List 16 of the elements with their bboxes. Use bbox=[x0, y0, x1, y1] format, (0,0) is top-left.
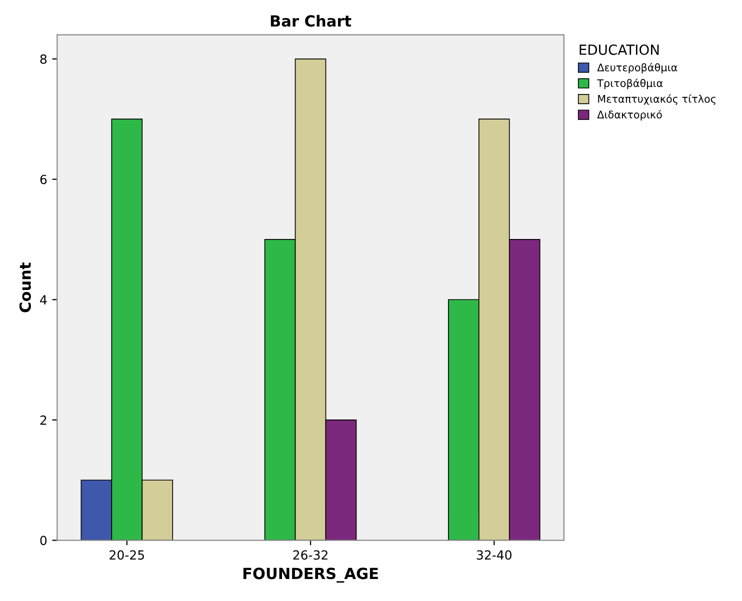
legend-label: Διδακτορικό bbox=[597, 110, 662, 121]
x-axis-title: FOUNDERS_AGE bbox=[243, 568, 378, 583]
chart-title: Bar Chart bbox=[270, 14, 352, 27]
y-tick-label: 8 bbox=[40, 54, 47, 64]
x-tick-label: 26-32 bbox=[293, 550, 328, 560]
y-tick-label: 6 bbox=[40, 174, 47, 184]
legend-label: Μεταπτυχιακός τίτλος bbox=[598, 94, 716, 105]
legend-label: Δευτεροβάθμια bbox=[597, 62, 678, 74]
y-tick-label: 4 bbox=[40, 295, 47, 304]
y-tick-label: 0 bbox=[40, 536, 47, 546]
y-tick-label: 2 bbox=[40, 415, 46, 425]
legend-title: EDUCATION bbox=[580, 44, 659, 55]
y-axis-title: Count bbox=[19, 262, 31, 312]
x-tick-label: 20-25 bbox=[110, 550, 144, 560]
legend-label: Τριτοβάθμια bbox=[597, 78, 663, 90]
x-tick-label: 32-40 bbox=[476, 550, 512, 560]
